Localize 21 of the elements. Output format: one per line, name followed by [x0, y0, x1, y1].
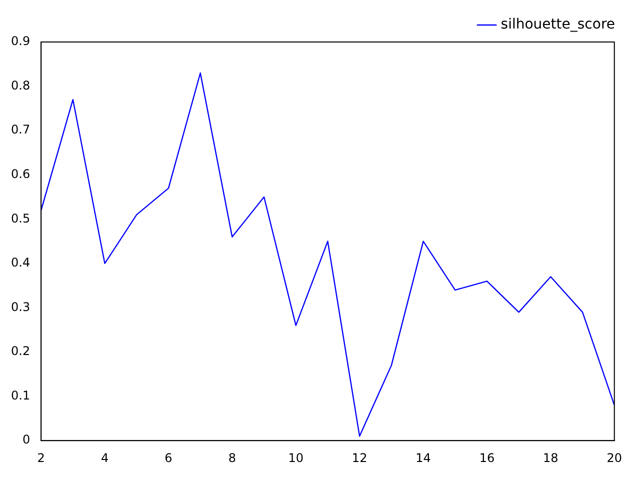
- y-tick-label: 0.6: [10, 166, 30, 181]
- x-tick-label: 6: [164, 450, 172, 465]
- legend-label: silhouette_score: [500, 16, 616, 33]
- x-tick-label: 2: [37, 450, 45, 465]
- x-tick-label: 16: [479, 450, 495, 465]
- x-tick-label: 18: [543, 450, 558, 465]
- x-tick-label: 12: [352, 450, 368, 465]
- x-tick-label: 10: [288, 450, 304, 465]
- y-tick-label: 0.5: [10, 211, 30, 226]
- y-tick-label: 0.7: [10, 122, 30, 137]
- y-tick-label: 0.9: [10, 34, 30, 48]
- x-tick-label: 20: [606, 450, 622, 465]
- y-tick-label: 0.8: [10, 78, 30, 92]
- x-tick-label: 8: [228, 450, 236, 465]
- y-tick-label: 0: [22, 432, 30, 447]
- y-tick-label: 0.2: [10, 344, 30, 358]
- y-tick-label: 0.3: [10, 300, 30, 314]
- y-tick-label: 0.4: [10, 256, 30, 270]
- x-tick-label: 14: [416, 450, 431, 465]
- y-tick-label: 0.1: [10, 388, 30, 402]
- x-tick-label: 4: [100, 450, 109, 465]
